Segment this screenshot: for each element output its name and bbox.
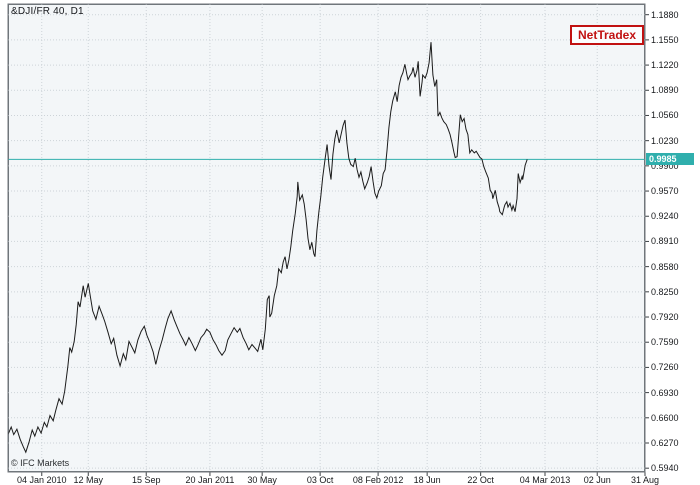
y-axis-label: 0.8250: [651, 286, 679, 297]
x-axis-label: 18 Jun: [413, 475, 441, 485]
current-price-tag: 0.9985: [646, 153, 694, 166]
y-axis-label: 0.5940: [651, 463, 679, 474]
price-line-series: [7, 42, 528, 454]
y-axis-label: 0.9570: [651, 186, 679, 197]
y-axis-label: 0.7590: [651, 337, 679, 348]
y-axis-label: 1.0230: [651, 135, 679, 146]
y-axis-label: 0.7260: [651, 362, 679, 373]
x-axis-label: 31 Aug: [630, 475, 660, 485]
x-axis-label: 15 Sep: [131, 475, 161, 485]
x-axis-label: 30 May: [247, 475, 277, 485]
y-axis-label: 0.7920: [651, 312, 679, 323]
y-axis-label: 1.1220: [651, 60, 679, 71]
x-axis-label: 02 Jun: [583, 475, 611, 485]
nettradex-logo-badge: NetTradex: [570, 25, 645, 45]
y-axis-label: 1.1880: [651, 9, 679, 20]
x-axis-label: 04 Jan 2010: [16, 475, 67, 485]
copyright-label: © IFC Markets: [11, 458, 70, 468]
plot-border: [7, 3, 646, 473]
y-axis-label: 1.0890: [651, 85, 679, 96]
chart-symbol-title: &DJI/FR 40, D1: [11, 6, 84, 17]
x-axis-label: 08 Feb 2012: [352, 475, 404, 485]
y-axis-label: 0.6270: [651, 437, 679, 448]
x-axis-label: 20 Jan 2011: [185, 475, 235, 485]
y-axis-label: 1.0560: [651, 110, 679, 121]
x-axis-label: 04 Mar 2013: [519, 475, 571, 485]
y-axis-label: 0.9900: [651, 160, 679, 171]
x-axis-label: 03 Oct: [306, 475, 334, 485]
y-axis-label: 0.6930: [651, 387, 679, 398]
y-axis-label: 0.8580: [651, 261, 679, 272]
y-axis-label: 0.8910: [651, 236, 679, 247]
x-axis-label: 12 May: [73, 475, 104, 485]
x-axis-label: 22 Oct: [467, 475, 494, 485]
y-axis-label: 1.1550: [651, 34, 679, 45]
y-axis-label: 0.9240: [651, 211, 679, 222]
chart-plot-area[interactable]: [8, 4, 645, 472]
y-axis-label: 0.6600: [651, 412, 679, 423]
